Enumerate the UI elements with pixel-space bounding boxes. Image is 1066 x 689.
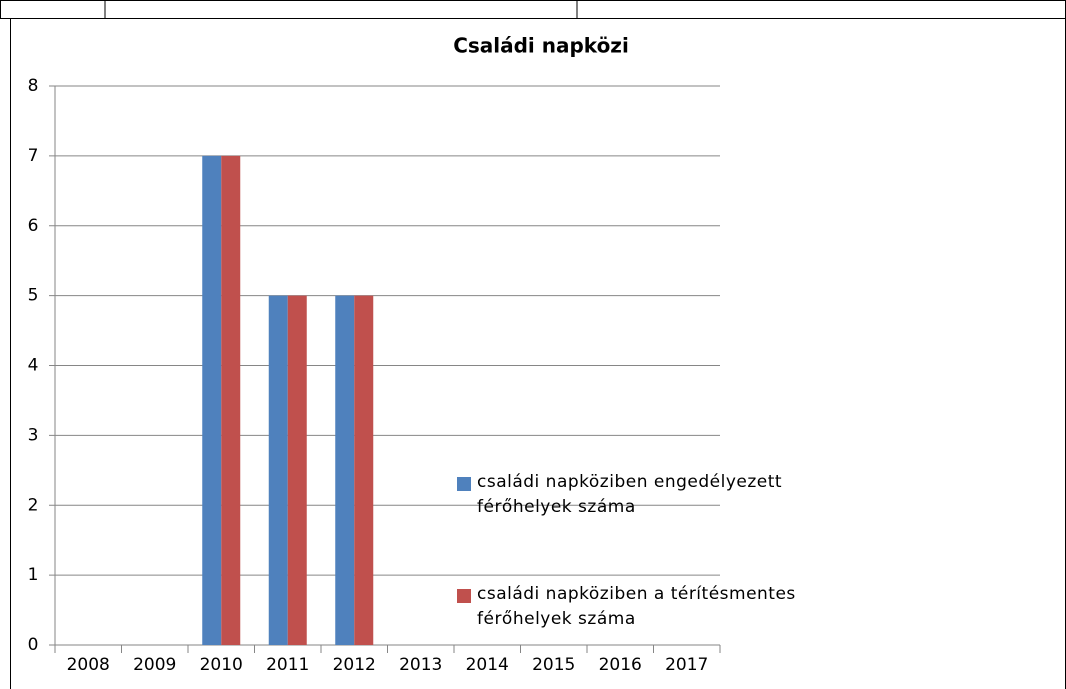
bar (268, 295, 288, 645)
y-tick-label: 8 (28, 76, 39, 96)
y-tick-label: 7 (28, 146, 39, 166)
y-tick-label: 4 (28, 356, 39, 376)
y-tick-label: 5 (28, 286, 39, 306)
x-tick-label: 2011 (266, 655, 309, 675)
y-tick-label: 2 (28, 495, 39, 515)
x-tick-label: 2015 (532, 655, 575, 675)
y-tick-label: 1 (28, 565, 39, 585)
y-tick-label: 3 (28, 425, 39, 445)
x-tick-label: 2009 (133, 655, 176, 675)
x-tick-label: 2008 (67, 655, 110, 675)
bar (202, 155, 222, 645)
x-tick-label: 2012 (333, 655, 376, 675)
table-row (0, 0, 1066, 19)
bar (354, 295, 374, 645)
x-tick-label: 2010 (200, 655, 243, 675)
bar (287, 295, 307, 645)
chart-title: Családi napközi (453, 34, 629, 58)
x-tick-label: 2014 (466, 655, 509, 675)
bar (221, 155, 241, 645)
legend-swatch (457, 477, 471, 491)
legend-label: családi napköziben engedélyezett férőhel… (477, 472, 783, 517)
chart-frame (10, 18, 1066, 689)
y-tick-label: 0 (28, 635, 39, 655)
y-tick-label: 6 (28, 216, 39, 236)
legend-swatch (457, 589, 471, 603)
x-tick-label: 2013 (399, 655, 442, 675)
x-tick-label: 2017 (665, 655, 708, 675)
x-tick-label: 2016 (599, 655, 642, 675)
legend-label: családi napköziben a térítésmentes férőh… (477, 584, 796, 629)
bar (335, 295, 355, 645)
